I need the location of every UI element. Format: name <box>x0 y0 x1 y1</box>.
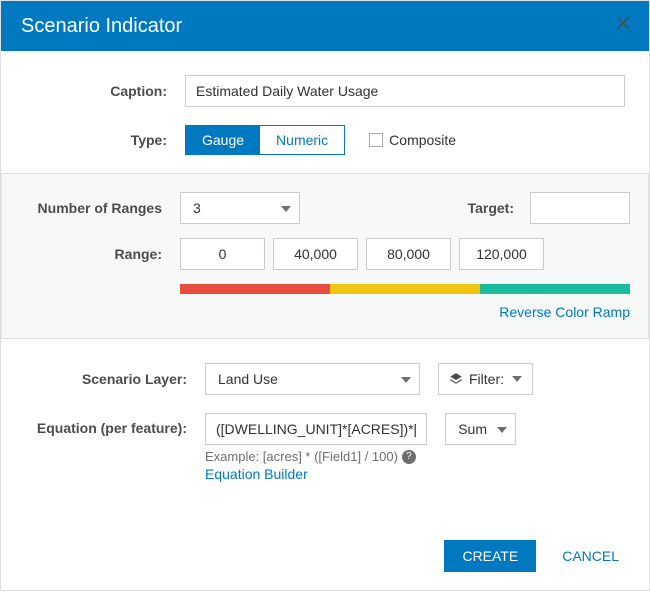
target-label: Target: <box>410 200 530 216</box>
checkbox-box-icon <box>369 133 383 147</box>
num-ranges-value: 3 <box>181 193 229 223</box>
chevron-down-icon <box>512 376 522 382</box>
caption-input[interactable] <box>185 75 625 107</box>
color-ramp <box>180 284 630 294</box>
ranges-panel: Number of Ranges 3 Target: Range: <box>1 173 649 339</box>
composite-checkbox[interactable]: Composite <box>369 132 456 148</box>
close-icon[interactable] <box>615 15 631 35</box>
ramp-seg-1 <box>330 284 480 294</box>
ranges-count-row: Number of Ranges 3 Target: <box>20 192 630 224</box>
type-label: Type: <box>25 132 185 148</box>
scenario-indicator-dialog: Scenario Indicator Caption: Type: Gauge … <box>0 0 650 591</box>
num-ranges-select[interactable]: 3 <box>180 192 300 224</box>
reverse-ramp-row: Reverse Color Ramp <box>20 304 630 320</box>
range-stop-3[interactable] <box>459 238 544 270</box>
dialog-footer: CREATE CANCEL <box>25 500 625 572</box>
chevron-down-icon <box>497 427 507 433</box>
filter-label: Filter: <box>469 371 504 387</box>
type-gauge-button[interactable]: Gauge <box>186 126 260 154</box>
scenario-layer-select[interactable]: Land Use <box>205 363 420 395</box>
dialog-header: Scenario Indicator <box>1 1 649 51</box>
help-icon[interactable]: ? <box>402 450 416 464</box>
range-row: Range: <box>20 238 630 270</box>
type-numeric-button[interactable]: Numeric <box>260 126 344 154</box>
scenario-layer-label: Scenario Layer: <box>25 371 205 387</box>
equation-row: Equation (per feature): Sum Example: [ac… <box>25 413 625 482</box>
equation-input[interactable] <box>205 413 427 445</box>
ramp-seg-2 <box>480 284 630 294</box>
target-input[interactable] <box>530 192 630 224</box>
aggregation-select[interactable]: Sum <box>445 413 516 445</box>
num-ranges-label: Number of Ranges <box>20 200 180 216</box>
equation-hint: Example: [acres] * ([Field1] / 100) ? <box>205 449 516 464</box>
dialog-title: Scenario Indicator <box>21 15 182 38</box>
ramp-seg-0 <box>180 284 330 294</box>
caption-row: Caption: <box>25 75 625 107</box>
cancel-button[interactable]: CANCEL <box>556 547 625 565</box>
type-row: Type: Gauge Numeric Composite <box>25 125 625 155</box>
equation-builder-link[interactable]: Equation Builder <box>205 466 308 482</box>
dialog-body: Caption: Type: Gauge Numeric Composite <box>1 51 649 590</box>
create-button[interactable]: CREATE <box>444 540 536 572</box>
composite-label: Composite <box>389 132 456 148</box>
range-stop-0[interactable] <box>180 238 265 270</box>
filter-button[interactable]: Filter: <box>438 363 533 395</box>
chevron-down-icon <box>401 377 411 383</box>
caption-label: Caption: <box>25 83 185 99</box>
range-stop-2[interactable] <box>366 238 451 270</box>
scenario-layer-row: Scenario Layer: Land Use Filter: <box>25 363 625 395</box>
scenario-layer-value: Land Use <box>206 364 306 394</box>
equation-label: Equation (per feature): <box>25 413 205 437</box>
chevron-down-icon <box>281 206 291 212</box>
type-segmented: Gauge Numeric <box>185 125 345 155</box>
layers-icon <box>449 372 463 386</box>
reverse-ramp-link[interactable]: Reverse Color Ramp <box>499 304 630 320</box>
range-label: Range: <box>20 246 180 262</box>
range-stop-1[interactable] <box>273 238 358 270</box>
